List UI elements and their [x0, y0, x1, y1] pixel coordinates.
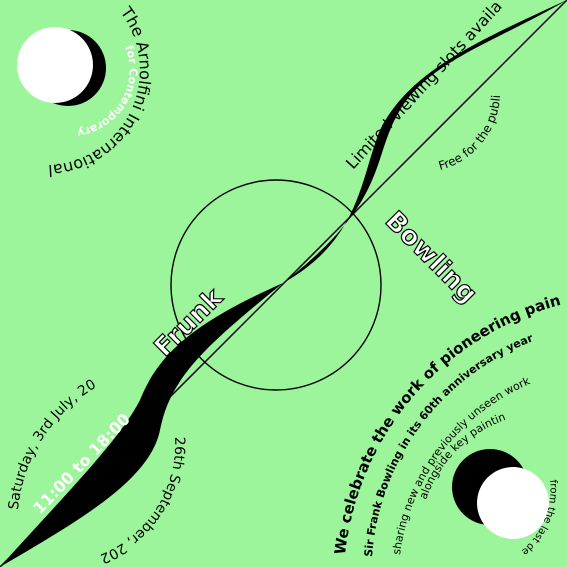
moon-top	[17, 27, 93, 103]
center-circle	[170, 179, 382, 391]
moon-bottom	[477, 467, 549, 539]
